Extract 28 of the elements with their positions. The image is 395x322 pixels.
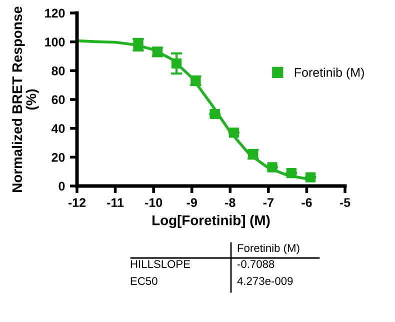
text: HILLSLOPE [130, 260, 190, 268]
point [210, 108, 220, 120]
x-tick-label: -9 [186, 198, 197, 207]
y-axis-title: Normalized BRET Response (%) [12, 6, 39, 192]
x-tick-label: -11 [107, 198, 124, 207]
x-axis-title: Log[Foretinib] (M) [152, 215, 270, 228]
point [228, 128, 240, 138]
x-tick-label: -12 [68, 198, 86, 207]
legend-label: Foretinib (M) [294, 68, 364, 80]
y-tick-label: 60 [52, 95, 65, 104]
point [171, 58, 182, 69]
y-tick-label: 40 [51, 124, 65, 133]
y-tick-label: 100 [45, 38, 65, 46]
y-tick-label: 80 [52, 66, 65, 76]
x-tick-label: -8 [225, 198, 236, 207]
text: -0.7088 [237, 260, 274, 268]
text: 4.273e-009 [237, 277, 293, 285]
x-tick-label: -10 [145, 198, 162, 207]
x-tick-label: -7 [263, 198, 274, 207]
y-tick-label: 120 [45, 8, 65, 18]
point [286, 168, 296, 178]
x-tick-label: -6 [302, 198, 312, 207]
x-tick-label: -5 [340, 198, 350, 207]
y-tick-label: 0 [58, 182, 65, 191]
point [267, 162, 278, 172]
y-tick-label: 20 [52, 152, 65, 162]
text: Foretinib (M) [238, 244, 300, 254]
text: EC50 [130, 277, 158, 285]
